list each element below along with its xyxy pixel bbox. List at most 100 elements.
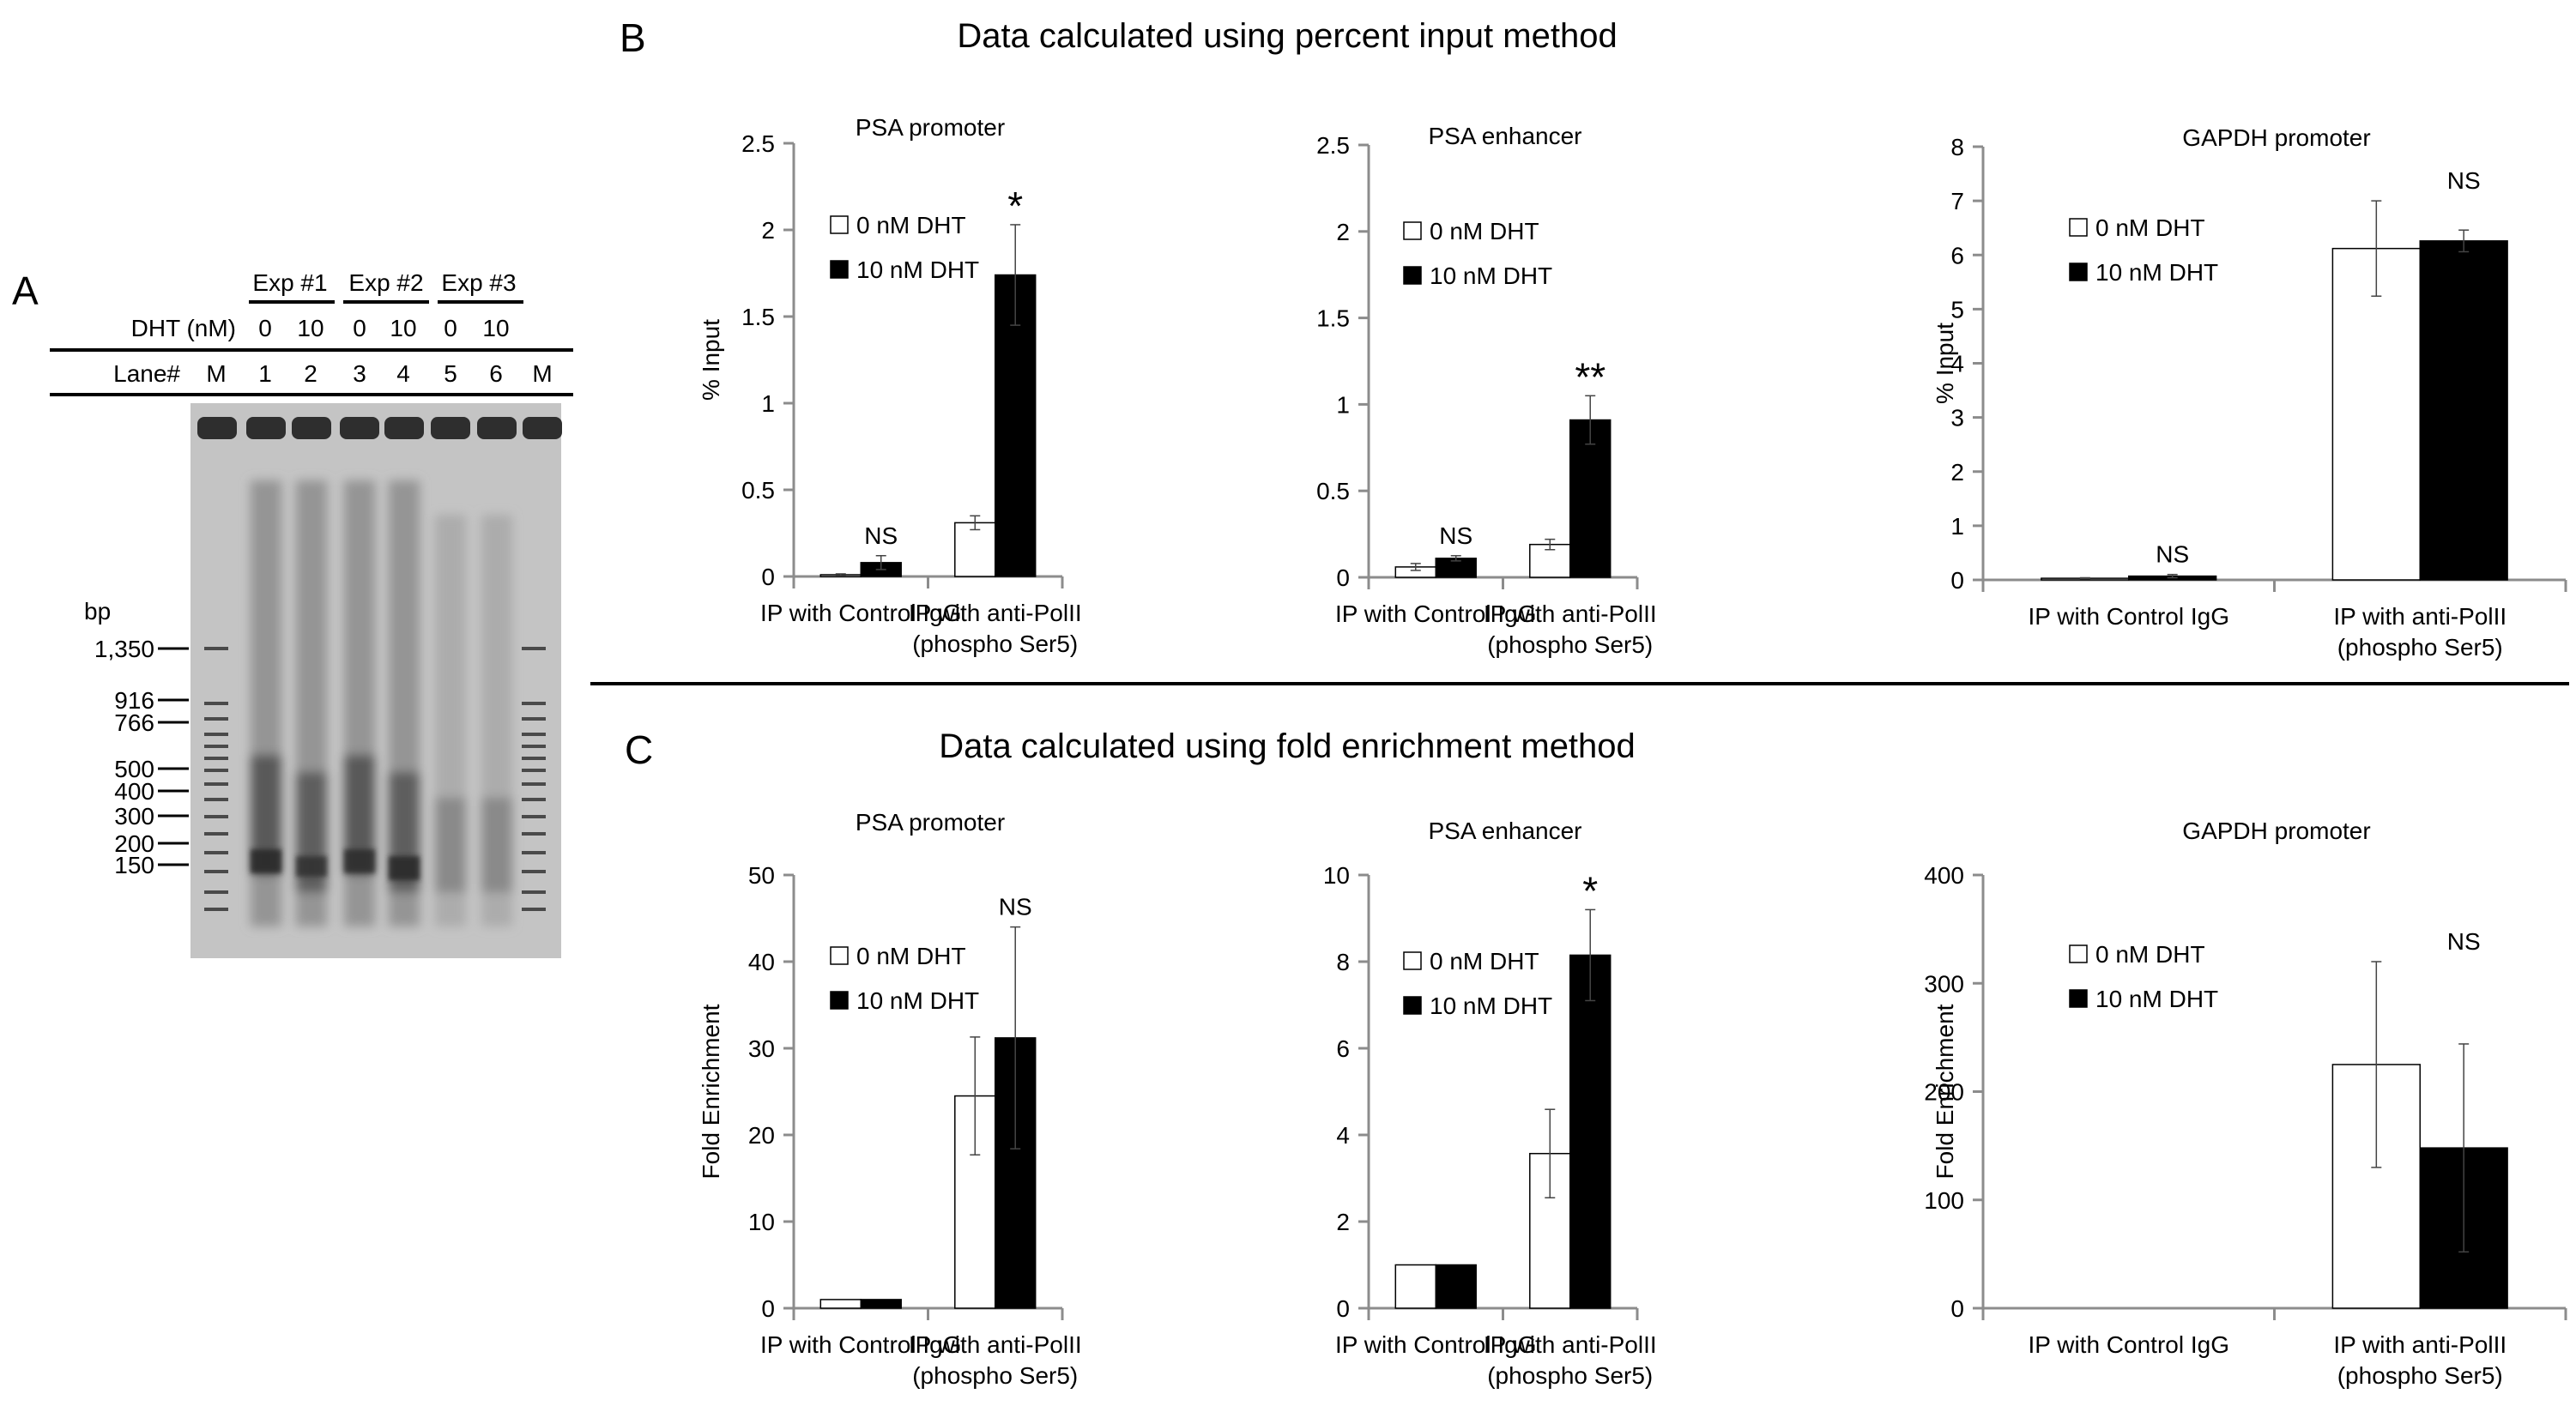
- y-tick-label: 0: [1950, 567, 1964, 594]
- y-tick-label: 0: [761, 564, 775, 590]
- y-tick-label: 4: [1950, 351, 1964, 377]
- legend-label: 10 nM DHT: [2095, 259, 2218, 286]
- gel-dht-label: DHT (nM): [131, 315, 236, 341]
- gel-marker-label: 916: [114, 687, 154, 714]
- y-tick-label: 8: [1336, 949, 1350, 975]
- section-title-c: Data calculated using fold enrichment me…: [939, 727, 1636, 765]
- y-tick-label: 50: [748, 862, 775, 889]
- gel-lane-number: 6: [489, 360, 503, 387]
- panel-letter-b: B: [620, 15, 646, 60]
- y-tick-label: 2: [1950, 459, 1964, 486]
- y-tick-label: 8: [1950, 134, 1964, 160]
- y-axis-label: Fold Enrichment: [1932, 1004, 1958, 1179]
- y-tick-label: 2: [761, 217, 775, 244]
- y-tick-label: 40: [748, 949, 775, 975]
- y-tick-label: 2: [1336, 1209, 1350, 1235]
- y-tick-label: 0: [761, 1295, 775, 1322]
- x-category-label: IP with Control IgG: [760, 600, 961, 626]
- gel-marker-label: 300: [114, 803, 154, 830]
- x-category-label: (phospho Ser5): [912, 631, 1078, 657]
- chart-title: GAPDH promoter: [2182, 818, 2370, 844]
- gel-dht-value: 10: [390, 315, 416, 341]
- gel-marker-label: 200: [114, 830, 154, 857]
- gel-lane-label: Lane#: [113, 360, 180, 387]
- bar-0nm-dht: [954, 522, 996, 577]
- legend-label: 10 nM DHT: [2095, 986, 2218, 1012]
- legend-swatch-0nm: [830, 946, 849, 965]
- x-category-label: IP with Control IgG: [1335, 600, 1536, 627]
- chart-b-gapdh-promoter: GAPDH promoter 0 1 2 3 4 5 6 7 8 % Input IP with Co…: [1932, 124, 2567, 661]
- x-category-label: IP with anti-PolII: [1484, 600, 1657, 627]
- y-tick-label: 1.5: [741, 304, 775, 330]
- legend-label: 10 nM DHT: [1430, 262, 1552, 289]
- gel-dht-value: 0: [353, 315, 366, 341]
- legend-label: 0 nM DHT: [2095, 941, 2205, 968]
- significance-ns: NS: [2447, 167, 2481, 194]
- y-tick-label: 2: [1336, 219, 1350, 245]
- y-tick-label: 300: [1924, 970, 1964, 997]
- x-category-label: IP with Control IgG: [1335, 1331, 1536, 1358]
- gel-lane-number: M: [532, 360, 552, 387]
- gel-marker-label: 500: [114, 756, 154, 782]
- bar-10nm-dht: [2419, 240, 2508, 581]
- chart-c-psa-promoter: PSA promoter 0 10 20 30 40 50 Fold Enrichment IP…: [698, 809, 1082, 1389]
- significance-star: **: [1575, 354, 1605, 399]
- x-category-label: IP with anti-PolII: [909, 1331, 1082, 1358]
- gel-exp-1-label: Exp #1: [252, 269, 327, 296]
- legend-swatch-10nm: [1403, 996, 1422, 1015]
- chart-title: PSA promoter: [856, 809, 1005, 836]
- bar-0nm-dht: [1394, 1264, 1437, 1309]
- y-tick-label: 0.5: [1316, 478, 1350, 504]
- y-tick-label: 2.5: [1316, 132, 1350, 159]
- bar-10nm-dht: [1569, 954, 1612, 1309]
- y-tick-label: 2.5: [741, 130, 775, 157]
- y-axis-label: % Input: [1932, 323, 1958, 404]
- y-tick-label: 100: [1924, 1187, 1964, 1214]
- legend-label: 10 nM DHT: [1430, 993, 1552, 1019]
- y-tick-label: 0.5: [741, 477, 775, 504]
- gel-exp-2-label: Exp #2: [348, 269, 423, 296]
- gel-dht-value: 10: [297, 315, 324, 341]
- chart-title: PSA enhancer: [1428, 818, 1581, 844]
- y-tick-label: 20: [748, 1122, 775, 1149]
- x-category-label: IP with Control IgG: [2029, 1331, 2229, 1358]
- panel-letter-c: C: [625, 727, 653, 772]
- legend-swatch-0nm: [830, 215, 849, 234]
- significance-star: *: [1582, 868, 1598, 913]
- legend-swatch-0nm: [1403, 951, 1422, 970]
- legend-label: 10 nM DHT: [856, 256, 979, 283]
- chart-title: PSA enhancer: [1428, 123, 1581, 149]
- bar-10nm-dht: [1435, 1264, 1477, 1309]
- gel-lane-number: 3: [353, 360, 366, 387]
- gel-marker-label: 1,350: [94, 636, 154, 662]
- y-tick-label: 0: [1336, 564, 1350, 591]
- chart-b-psa-enhancer: PSA enhancer 0 0.5 1 1.5 2 2.5 IP with Control …: [1316, 123, 1657, 658]
- chart-title: GAPDH promoter: [2182, 124, 2370, 151]
- y-tick-label: 30: [748, 1035, 775, 1062]
- y-tick-label: 4: [1336, 1122, 1350, 1149]
- legend-swatch-10nm: [1403, 266, 1422, 285]
- y-axis-label: Fold Enrichment: [698, 1004, 724, 1179]
- legend-swatch-0nm: [1403, 221, 1422, 240]
- x-category-label: IP with Control IgG: [760, 1331, 961, 1358]
- bar-0nm-dht: [2331, 247, 2421, 581]
- gel-marker-label: 400: [114, 778, 154, 805]
- gel-dht-value: 0: [444, 315, 457, 341]
- x-category-label: IP with Control IgG: [2029, 603, 2229, 630]
- y-tick-label: 0: [1950, 1295, 1964, 1322]
- y-tick-label: 7: [1950, 188, 1964, 214]
- chart-title: PSA promoter: [856, 114, 1005, 141]
- legend-label: 0 nM DHT: [856, 943, 966, 969]
- x-category-label: IP with anti-PolII: [909, 600, 1082, 626]
- y-tick-label: 5: [1950, 296, 1964, 323]
- y-tick-label: 3: [1950, 405, 1964, 431]
- gel-bp-label: bp: [84, 598, 111, 625]
- chart-c-psa-enhancer: PSA enhancer 0 2 4 6 8 10 IP with Control IgGIP…: [1323, 818, 1657, 1389]
- y-tick-label: 0: [1336, 1295, 1350, 1322]
- gel-dht-value: 10: [482, 315, 509, 341]
- gel-lane-number: 1: [258, 360, 272, 387]
- x-category-label: (phospho Ser5): [912, 1362, 1078, 1389]
- panel-letter-a: A: [12, 269, 39, 313]
- y-tick-label: 1: [1950, 513, 1964, 540]
